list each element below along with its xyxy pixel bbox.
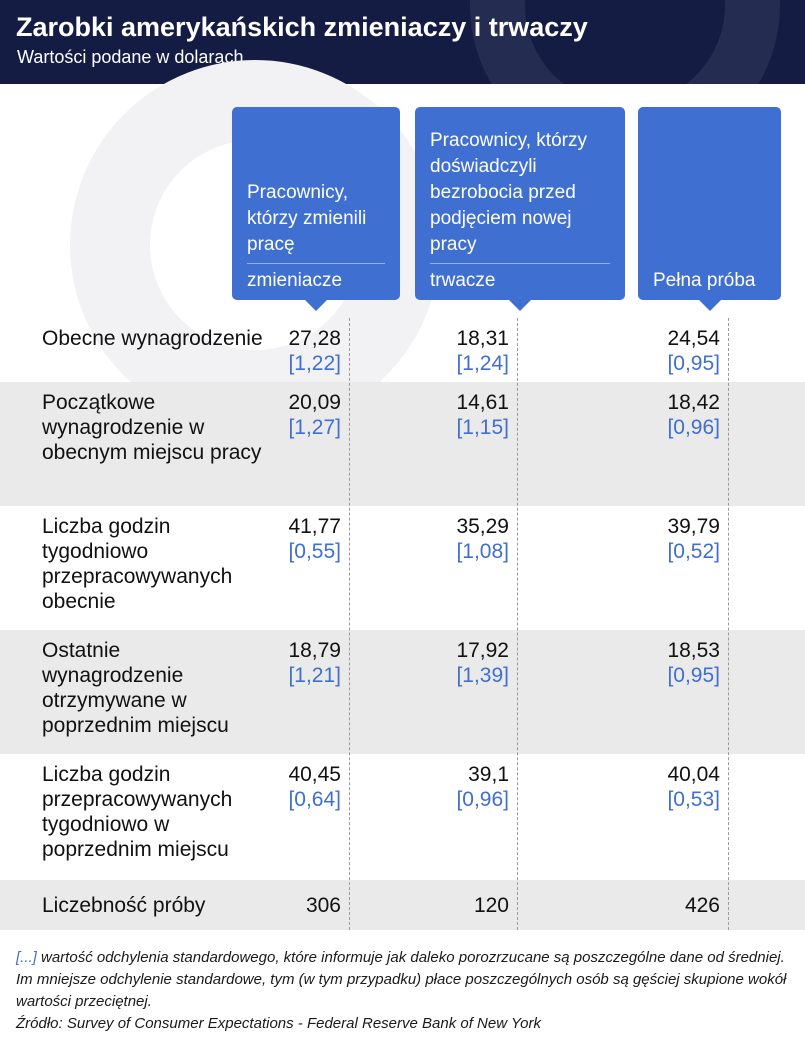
column-short-label: trwacze bbox=[430, 270, 496, 291]
cell-value: 17,92 bbox=[456, 639, 509, 662]
column-separator bbox=[349, 318, 350, 930]
header-ring-decoration bbox=[470, 0, 780, 84]
table-cell: 17,92 [1,39] bbox=[359, 638, 509, 688]
table-cell: 18,42 [0,96] bbox=[570, 390, 720, 440]
table-cell: 39,1 [0,96] bbox=[359, 762, 509, 812]
table-row: Obecne wynagrodzenie 27,28 [1,22] 18,31 [1… bbox=[0, 318, 805, 382]
row-label: Liczba godzin przepracowywanych tygodnio… bbox=[42, 763, 233, 861]
column-header-zmieniacze: Pracownicy, którzy zmienili pracę zmieni… bbox=[232, 107, 400, 311]
table-row: Liczebność próby 306 120 426 bbox=[0, 880, 805, 930]
cell-std-dev: [1,27] bbox=[288, 416, 341, 439]
cell-std-dev: [1,08] bbox=[456, 540, 509, 563]
table-cell: 18,79 [1,21] bbox=[191, 638, 341, 688]
column-title: Pracownicy, którzy zmienili pracę bbox=[247, 182, 367, 255]
cell-value: 40,04 bbox=[667, 763, 720, 786]
cell-std-dev: [0,55] bbox=[288, 540, 341, 563]
column-separator bbox=[728, 318, 729, 930]
table-cell: 306 bbox=[191, 893, 341, 918]
row-label: Początkowe wynagrodzenie w obecnym miejs… bbox=[42, 391, 262, 464]
column-title: Pracownicy, którzy doświadczyli bezroboc… bbox=[430, 130, 587, 255]
table-row: Początkowe wynagrodzenie w obecnym miejs… bbox=[0, 382, 805, 506]
table-cell: 426 bbox=[570, 893, 720, 918]
cell-value: 40,45 bbox=[288, 763, 341, 786]
cell-value: 41,77 bbox=[288, 515, 341, 538]
cell-std-dev: [1,39] bbox=[456, 664, 509, 687]
cell-value: 306 bbox=[305, 894, 341, 917]
cell-value: 426 bbox=[684, 894, 720, 917]
cell-std-dev: [0,95] bbox=[667, 664, 720, 687]
column-divider bbox=[247, 263, 385, 264]
cell-value: 35,29 bbox=[456, 515, 509, 538]
cell-value: 24,54 bbox=[667, 327, 720, 350]
cell-value: 39,1 bbox=[468, 763, 509, 786]
table-cell: 120 bbox=[359, 893, 509, 918]
cell-std-dev: [0,96] bbox=[456, 788, 509, 811]
footnote: [...] wartość odchylenia standardowego, … bbox=[16, 947, 796, 1035]
row-label: Ostatnie wynagrodzenie otrzymywane w pop… bbox=[42, 639, 229, 737]
table-cell: 35,29 [1,08] bbox=[359, 514, 509, 564]
column-header-pelna-proba: Pełna próba bbox=[638, 107, 781, 311]
column-short-label: zmieniacze bbox=[247, 270, 343, 291]
row-label: Obecne wynagrodzenie bbox=[42, 327, 263, 350]
cell-std-dev: [0,95] bbox=[667, 352, 720, 375]
cell-value: 18,42 bbox=[667, 391, 720, 414]
cell-value: 120 bbox=[473, 894, 509, 917]
table-cell: 40,45 [0,64] bbox=[191, 762, 341, 812]
column-short-label: Pełna próba bbox=[653, 270, 756, 291]
cell-std-dev: [0,53] bbox=[667, 788, 720, 811]
column-divider bbox=[430, 263, 610, 264]
table-cell: 20,09 [1,27] bbox=[191, 390, 341, 440]
table-row: Liczba godzin tygodniowo przepracowywany… bbox=[0, 506, 805, 630]
footnote-text: wartość odchylenia standardowego, które … bbox=[16, 949, 787, 1010]
table-cell: 14,61 [1,15] bbox=[359, 390, 509, 440]
row-label: Liczba godzin tygodniowo przepracowywany… bbox=[42, 515, 233, 613]
cell-value: 27,28 bbox=[288, 327, 341, 350]
table-cell: 18,53 [0,95] bbox=[570, 638, 720, 688]
chart-subtitle: Wartości podane w dolarach bbox=[17, 47, 244, 67]
table-row: Liczba godzin przepracowywanych tygodnio… bbox=[0, 754, 805, 878]
cell-std-dev: [0,52] bbox=[667, 540, 720, 563]
table-cell: 40,04 [0,53] bbox=[570, 762, 720, 812]
cell-std-dev: [1,24] bbox=[456, 352, 509, 375]
cell-std-dev: [1,21] bbox=[288, 664, 341, 687]
table-cell: 41,77 [0,55] bbox=[191, 514, 341, 564]
footnote-marker: [...] bbox=[16, 949, 37, 966]
row-label: Liczebność próby bbox=[42, 894, 206, 917]
header-bar: Zarobki amerykańskich zmieniaczy i trwac… bbox=[0, 0, 805, 84]
chart-title: Zarobki amerykańskich zmieniaczy i trwac… bbox=[16, 12, 588, 42]
cell-value: 18,53 bbox=[667, 639, 720, 662]
cell-value: 39,79 bbox=[667, 515, 720, 538]
column-header-trwacze: Pracownicy, którzy doświadczyli bezroboc… bbox=[415, 107, 625, 311]
cell-value: 20,09 bbox=[288, 391, 341, 414]
cell-std-dev: [0,64] bbox=[288, 788, 341, 811]
cell-value: 14,61 bbox=[456, 391, 509, 414]
source-note: Źródło: Survey of Consumer Expectations … bbox=[16, 1015, 541, 1032]
table-cell: 27,28 [1,22] bbox=[191, 326, 341, 376]
cell-std-dev: [1,15] bbox=[456, 416, 509, 439]
table-cell: 18,31 [1,24] bbox=[359, 326, 509, 376]
column-separator bbox=[517, 318, 518, 930]
table-cell: 39,79 [0,52] bbox=[570, 514, 720, 564]
table-cell: 24,54 [0,95] bbox=[570, 326, 720, 376]
cell-value: 18,79 bbox=[288, 639, 341, 662]
cell-std-dev: [1,22] bbox=[288, 352, 341, 375]
table-row: Ostatnie wynagrodzenie otrzymywane w pop… bbox=[0, 630, 805, 754]
cell-std-dev: [0,96] bbox=[667, 416, 720, 439]
cell-value: 18,31 bbox=[456, 327, 509, 350]
